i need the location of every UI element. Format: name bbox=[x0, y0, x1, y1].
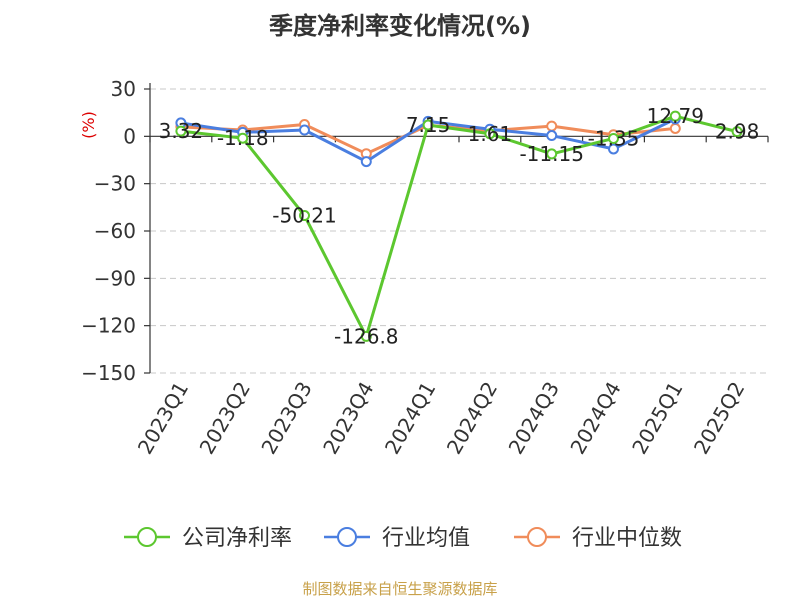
data-point bbox=[608, 132, 619, 144]
data-point bbox=[360, 330, 372, 342]
legend: 公司净利率 行业均值 行业中位数 bbox=[124, 526, 682, 551]
data-point bbox=[546, 120, 558, 132]
data-label: -1.18 bbox=[217, 126, 269, 150]
data-point bbox=[546, 148, 558, 160]
data-point bbox=[299, 210, 310, 222]
data-point bbox=[237, 132, 249, 144]
data-label: -126.8 bbox=[334, 324, 398, 348]
y-tick-label: −120 bbox=[81, 314, 136, 338]
data-label: 12.79 bbox=[647, 104, 704, 128]
y-tick-labels: 30 0 −30 −60 −90 −120 −150 bbox=[81, 77, 136, 385]
legend-marker bbox=[137, 527, 157, 547]
x-tick-label: 2025Q1 bbox=[627, 378, 687, 459]
data-point bbox=[175, 125, 187, 137]
data-point bbox=[360, 156, 372, 168]
x-tick-label: 2023Q1 bbox=[133, 378, 193, 459]
data-point bbox=[546, 130, 558, 142]
series-line bbox=[180, 114, 738, 338]
y-tick-label: −90 bbox=[94, 266, 136, 290]
legend-label: 公司净利率 bbox=[182, 526, 292, 551]
source-footer: 制图数据来自恒生聚源数据库 bbox=[302, 580, 498, 598]
data-label: -11.15 bbox=[519, 142, 583, 166]
data-label: 2.98 bbox=[715, 120, 760, 144]
data-point bbox=[484, 128, 496, 140]
y-tick-label: 30 bbox=[111, 77, 136, 101]
x-tick-labels: 2023Q1 2023Q2 2023Q3 2023Q4 2024Q1 2024Q2 2024… bbox=[133, 377, 750, 458]
x-tick-label: 2023Q4 bbox=[318, 378, 378, 459]
legend-label: 行业均值 bbox=[382, 526, 470, 551]
x-tick-label: 2024Q2 bbox=[442, 378, 502, 459]
y-tick-label: 0 bbox=[123, 124, 136, 148]
x-tick-label: 2025Q2 bbox=[689, 378, 749, 459]
data-label: 3.32 bbox=[159, 119, 204, 143]
x-tick-label: 2023Q2 bbox=[195, 378, 255, 459]
data-point bbox=[608, 143, 619, 155]
data-point bbox=[422, 119, 434, 131]
grid-lines bbox=[150, 88, 768, 374]
y-tick-label: −60 bbox=[94, 219, 136, 243]
data-point bbox=[669, 110, 681, 122]
series-group bbox=[175, 110, 743, 342]
data-label: 7.15 bbox=[406, 113, 451, 137]
legend-marker bbox=[527, 527, 547, 547]
axes bbox=[144, 83, 769, 374]
y-axis-label: (%) bbox=[79, 111, 98, 139]
y-tick-label: −30 bbox=[94, 172, 136, 196]
data-labels: 3.32 -1.18 -50.21 -126.8 7.15 1.61-11.15-1.35… bbox=[159, 104, 760, 348]
legend-label: 行业中位数 bbox=[572, 526, 682, 551]
data-label: -1.35 bbox=[588, 126, 640, 150]
x-tick-label: 2024Q1 bbox=[380, 377, 440, 458]
data-point bbox=[299, 124, 310, 136]
legend-marker bbox=[337, 527, 357, 547]
x-tick-label: 2024Q3 bbox=[504, 378, 564, 459]
data-point bbox=[731, 126, 743, 138]
data-label: -50.21 bbox=[272, 204, 336, 228]
x-tick-label: 2023Q3 bbox=[256, 378, 316, 459]
data-label: 1.61 bbox=[468, 122, 513, 146]
y-tick-label: −150 bbox=[81, 361, 136, 385]
x-tick-label: 2024Q4 bbox=[565, 378, 625, 459]
chart-title: 季度净利率变化情况(%) bbox=[269, 12, 531, 40]
